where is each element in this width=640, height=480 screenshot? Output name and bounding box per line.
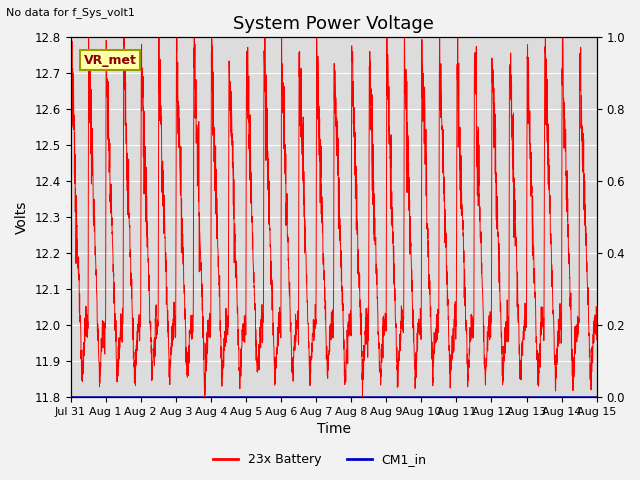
Text: VR_met: VR_met (84, 53, 136, 67)
Title: System Power Voltage: System Power Voltage (233, 15, 434, 33)
Text: No data for f_Sys_volt1: No data for f_Sys_volt1 (6, 7, 135, 18)
Legend: 23x Battery, CM1_in: 23x Battery, CM1_in (208, 448, 432, 471)
X-axis label: Time: Time (317, 422, 351, 436)
Y-axis label: Volts: Volts (15, 201, 29, 234)
